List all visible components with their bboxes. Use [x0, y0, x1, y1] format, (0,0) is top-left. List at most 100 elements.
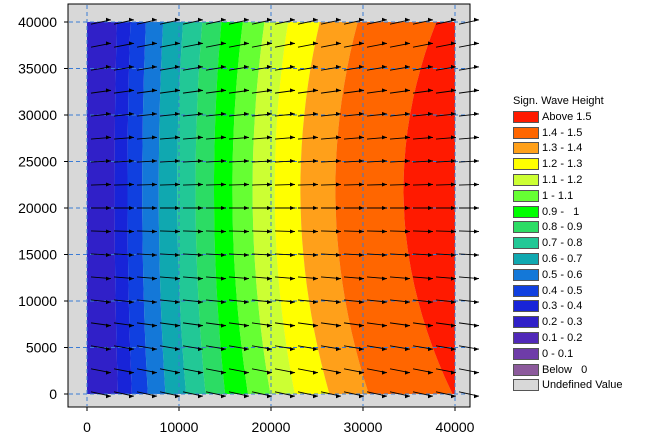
legend-item: 0.1 - 0.2 [513, 330, 653, 346]
vector-arrowhead [198, 276, 203, 281]
legend-item: 1 - 1.1 [513, 188, 653, 204]
vector-arrowhead [382, 253, 387, 258]
vector-arrowhead [152, 88, 157, 93]
vector-arrowhead [451, 135, 456, 140]
vector-arrowhead [405, 182, 410, 187]
x-axis: 0 10000 20000 30000 40000 [83, 407, 475, 435]
vector-arrowhead [313, 276, 318, 281]
vector-arrowhead [198, 182, 203, 187]
vector-arrowhead [244, 347, 249, 352]
vector-arrowhead [106, 17, 111, 22]
vector-arrowhead [129, 158, 134, 163]
vector-arrowhead [290, 206, 295, 210]
vector-arrowhead [382, 229, 387, 234]
vector-arrowhead [175, 135, 180, 140]
vector-arrowhead [451, 300, 456, 305]
vector-arrowhead [359, 229, 364, 234]
vector-arrowhead [267, 347, 272, 352]
vector-arrowhead [451, 158, 456, 163]
vector-arrowhead [428, 253, 433, 258]
vector-arrowhead [290, 370, 295, 375]
vector-arrowhead [129, 276, 134, 281]
vector-arrowhead [428, 229, 433, 234]
vector-arrowhead [451, 88, 456, 93]
legend-label: Below 0 [542, 363, 588, 376]
vector-arrowhead [129, 370, 134, 375]
legend-label: 1 - 1.1 [542, 189, 574, 202]
vector-arrowhead [382, 276, 387, 281]
legend-item: 0.6 - 0.7 [513, 251, 653, 267]
vector-arrowhead [244, 276, 249, 281]
vector-arrowhead [313, 64, 318, 69]
y-tick-label: 5000 [26, 340, 57, 356]
vector-arrowhead [290, 135, 295, 140]
legend-label: 0.7 - 0.8 [542, 237, 583, 250]
vector-arrowhead [405, 394, 410, 399]
vector-arrowhead [129, 394, 134, 399]
legend-swatch [513, 332, 539, 345]
vector-arrowhead [198, 64, 203, 69]
vector-arrowhead [244, 17, 249, 22]
vector-arrowhead [451, 253, 456, 258]
vector-arrowhead [336, 300, 341, 305]
legend-swatch [513, 347, 539, 360]
legend-swatch [513, 110, 539, 123]
vector-arrowhead [221, 135, 226, 140]
legend-label: 0.6 - 0.7 [542, 253, 583, 266]
vector-arrowhead [336, 253, 341, 258]
vector-arrowhead [152, 206, 157, 210]
vector-arrowhead [428, 111, 433, 116]
y-tick-label: 35000 [18, 61, 57, 77]
vector-arrowhead [336, 41, 341, 46]
vector-arrowhead [129, 323, 134, 328]
vector-arrowhead [313, 111, 318, 116]
vector-arrowhead [474, 370, 479, 375]
legend-item: 1.3 - 1.4 [513, 141, 653, 157]
vector-arrowhead [405, 253, 410, 258]
vector-arrowhead [129, 347, 134, 352]
vector-arrowhead [175, 41, 180, 46]
legend-swatch [513, 268, 539, 281]
vector-arrowhead [336, 347, 341, 352]
y-axis: 0 5000 10000 15000 20000 25000 30000 35000 40000 [18, 14, 68, 402]
vector-arrowhead [336, 88, 341, 93]
vector-arrowhead [175, 182, 180, 187]
vector-arrowhead [152, 276, 157, 281]
legend-swatch [513, 221, 539, 234]
vector-arrowhead [405, 323, 410, 328]
vector-arrowhead [129, 135, 134, 140]
x-tick-label: 30000 [344, 419, 383, 435]
vector-arrowhead [129, 17, 134, 22]
vector-arrowhead [267, 253, 272, 258]
legend-item: Below 0 [513, 362, 653, 378]
vector-arrowhead [152, 17, 157, 22]
vector-arrowhead [474, 300, 479, 305]
vector-arrowhead [359, 135, 364, 140]
vector-arrowhead [244, 394, 249, 399]
vector-arrowhead [313, 253, 318, 258]
vector-arrowhead [152, 347, 157, 352]
vector-arrowhead [359, 347, 364, 352]
vector-arrowhead [198, 394, 203, 399]
vector-arrowhead [451, 206, 456, 210]
vector-arrowhead [382, 300, 387, 305]
vector-arrowhead [359, 276, 364, 281]
vector-arrowhead [221, 276, 226, 281]
legend-item: 0.7 - 0.8 [513, 235, 653, 251]
vector-arrowhead [175, 206, 180, 210]
vector-arrowhead [221, 41, 226, 46]
vector-arrowhead [290, 64, 295, 69]
vector-arrowhead [336, 394, 341, 399]
legend-swatch [513, 363, 539, 376]
legend-item: Above 1.5 [513, 109, 653, 125]
vector-arrowhead [336, 111, 341, 116]
vector-arrowhead [313, 370, 318, 375]
vector-arrowhead [474, 347, 479, 352]
vector-arrowhead [106, 347, 111, 352]
vector-arrowhead [336, 276, 341, 281]
vector-arrowhead [336, 323, 341, 328]
vector-arrowhead [129, 88, 134, 93]
vector-arrowhead [267, 394, 272, 399]
vector-arrowhead [428, 300, 433, 305]
vector-arrowhead [290, 41, 295, 46]
